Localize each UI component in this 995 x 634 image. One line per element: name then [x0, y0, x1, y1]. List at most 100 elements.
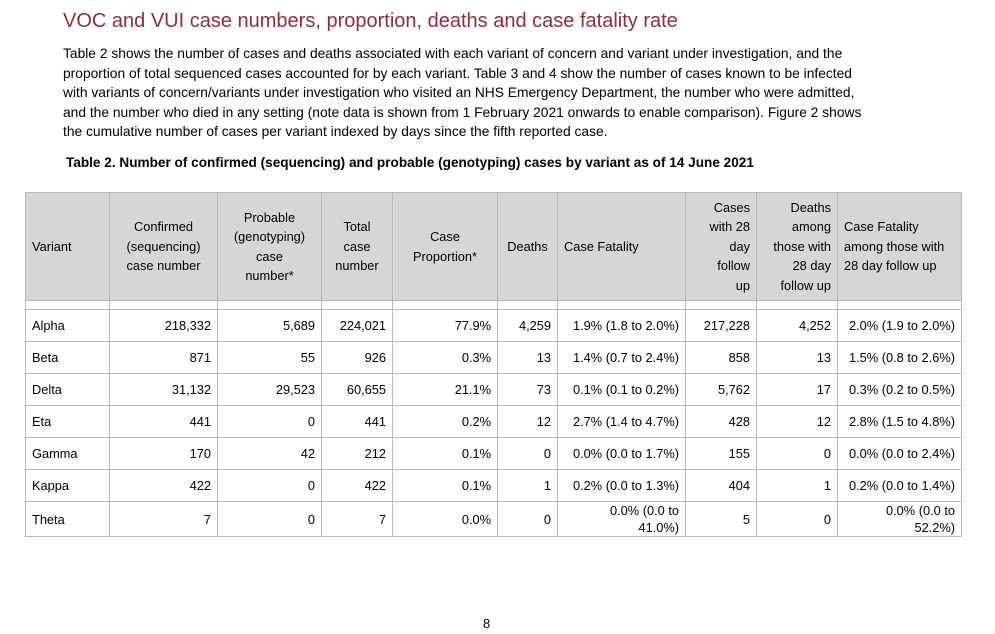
intro-line: Table 2 shows the number of cases and de… — [63, 46, 843, 61]
table-caption: Table 2. Number of confirmed (sequencing… — [66, 155, 754, 170]
table-cell-cfr: 0.0% (0.0 to 41.0%) — [557, 501, 686, 537]
table-cell-deaths: 0 — [497, 437, 558, 470]
variant-name-cell: Alpha — [25, 309, 110, 342]
table-cell-cfr28: 0.0% (0.0 to 2.4%) — [837, 437, 962, 470]
table-cell-deaths28: 4,252 — [756, 309, 838, 342]
table-cell-cfr28: 2.8% (1.5 to 4.8%) — [837, 405, 962, 438]
column-header-deaths-28-day: Deaths among those with 28 day follow up — [756, 192, 838, 301]
table-cell-cfr: 1.4% (0.7 to 2.4%) — [557, 341, 686, 374]
intro-paragraph: Table 2 shows the number of cases and de… — [63, 44, 923, 142]
table-cell-confirmed: 871 — [109, 341, 218, 374]
table-cell-cfr: 0.2% (0.0 to 1.3%) — [557, 469, 686, 502]
table-cell-total: 422 — [321, 469, 393, 502]
table-cell-cfr: 0.0% (0.0 to 1.7%) — [557, 437, 686, 470]
spacer-cell — [557, 300, 686, 310]
table-cell-deaths28: 13 — [756, 341, 838, 374]
column-header-line: follow up — [780, 277, 831, 293]
table-cell-cfr28: 0.0% (0.0 to 52.2%) — [837, 501, 962, 537]
column-header-line: 28 day follow up — [844, 258, 937, 274]
column-header-line: Confirmed — [133, 219, 194, 235]
column-header-line: Probable — [243, 209, 296, 225]
column-header-proportion: Case Proportion* — [392, 192, 498, 301]
variant-name-cell: Theta — [25, 501, 110, 537]
column-header-line: number — [335, 258, 379, 274]
cell-line: 0.0% (0.0 to 1.7%) — [573, 446, 679, 461]
cell-line: 0.1% (0.1 to 0.2%) — [573, 382, 679, 397]
table-cell-confirmed: 441 — [109, 405, 218, 438]
table-cell-probable: 5,689 — [217, 309, 322, 342]
column-header-total: Total case number — [321, 192, 393, 301]
table-cell-deaths: 0 — [497, 501, 558, 537]
table-header: Variant Confirmed (sequencing) case number P… — [25, 192, 962, 301]
table-cell-cases28: 155 — [685, 437, 757, 470]
table-cell-total: 224,021 — [321, 309, 393, 342]
table-cell-proportion: 0.0% — [392, 501, 498, 537]
table-cell-proportion: 21.1% — [392, 373, 498, 406]
table-cell-deaths28: 0 — [756, 501, 838, 537]
header-row: Variant Confirmed (sequencing) case number P… — [25, 192, 962, 301]
column-header-deaths: Deaths — [497, 192, 558, 301]
table-cell-proportion: 0.3% — [392, 341, 498, 374]
table-row: Beta 871 55 926 0.3% 13 1.4% (0.7 to 2.4%) 858 1… — [25, 341, 962, 374]
column-header-line: among those with — [844, 238, 945, 254]
table-row: Kappa 422 0 422 0.1% 1 0.2% (0.0 to 1.3%) 404 1 0… — [25, 469, 962, 502]
table-cell-proportion: 0.2% — [392, 405, 498, 438]
cell-line: 1.9% (1.8 to 2.0%) — [573, 318, 679, 333]
table-cell-confirmed: 31,132 — [109, 373, 218, 406]
intro-line: with variants of concern/variants under … — [63, 85, 855, 100]
cell-line: 2.8% (1.5 to 4.8%) — [849, 414, 955, 429]
table-cell-deaths28: 12 — [756, 405, 838, 438]
table-cell-cfr: 0.1% (0.1 to 0.2%) — [557, 373, 686, 406]
table-cell-total: 926 — [321, 341, 393, 374]
variant-name-cell: Gamma — [25, 437, 110, 470]
table-cell-probable: 55 — [217, 341, 322, 374]
variant-name-cell: Eta — [25, 405, 110, 438]
column-header-line: 28 day — [792, 258, 831, 274]
table-cell-deaths: 12 — [497, 405, 558, 438]
variant-name-cell: Delta — [25, 373, 110, 406]
column-header-case-fatality: Case Fatality — [557, 192, 686, 301]
spacer-cell — [837, 300, 962, 310]
column-header-line: Cases — [713, 199, 750, 215]
column-header-line: (genotyping) — [233, 229, 306, 244]
column-header-line: case number — [126, 258, 201, 274]
table-cell-total: 7 — [321, 501, 393, 537]
table-cell-deaths: 13 — [497, 341, 558, 374]
section-heading: VOC and VUI case numbers, proportion, de… — [63, 10, 678, 32]
table-body: Alpha 218,332 5,689 224,021 77.9% 4,259 1.9% (… — [25, 300, 962, 537]
table-cell-cfr28: 2.0% (1.9 to 2.0%) — [837, 309, 962, 342]
cell-line: 2.0% (1.9 to 2.0%) — [849, 318, 955, 333]
table-cell-cases28: 5,762 — [685, 373, 757, 406]
table-cell-total: 60,655 — [321, 373, 393, 406]
variant-name-cell: Kappa — [25, 469, 110, 502]
table-cell-cases28: 404 — [685, 469, 757, 502]
column-header-line: Deaths — [790, 199, 831, 215]
table-cell-cases28: 858 — [685, 341, 757, 374]
column-header-line: Case Fatality — [564, 238, 639, 254]
table-cell-probable: 0 — [217, 469, 322, 502]
cell-line: 0.0% (0.0 to — [609, 503, 679, 518]
table-cell-cfr28: 1.5% (0.8 to 2.6%) — [837, 341, 962, 374]
table-cell-deaths28: 1 — [756, 469, 838, 502]
table-cell-proportion: 0.1% — [392, 437, 498, 470]
table-cell-deaths: 73 — [497, 373, 558, 406]
spacer-cell — [497, 300, 558, 310]
table-row: Theta 7 0 7 0.0% 0 0.0% (0.0 to 41.0%) 5 0 0.0% (0… — [25, 501, 962, 537]
spacer-cell — [217, 300, 322, 310]
column-header-line: (sequencing) — [126, 238, 201, 254]
column-header-line: follow — [717, 258, 750, 274]
table-cell-deaths: 1 — [497, 469, 558, 502]
column-header-case-fatality-28-day: Case Fatality among those with 28 day foll… — [837, 192, 962, 301]
table-cell-probable: 0 — [217, 501, 322, 537]
column-header-line: day — [729, 238, 750, 254]
table-cell-cfr: 2.7% (1.4 to 4.7%) — [557, 405, 686, 438]
table-row: Alpha 218,332 5,689 224,021 77.9% 4,259 1.9% (… — [25, 309, 962, 342]
cell-line: 0.0% (0.0 to 2.4%) — [849, 446, 955, 461]
column-header-line: up — [735, 277, 750, 293]
table-cell-proportion: 0.1% — [392, 469, 498, 502]
column-header-cases-28-day: Cases with 28 day follow up — [685, 192, 757, 301]
table-row: Eta 441 0 441 0.2% 12 2.7% (1.4 to 4.7%) 428 12 2… — [25, 405, 962, 438]
cell-line: 0.2% (0.0 to 1.4%) — [849, 478, 955, 493]
table-cell-probable: 42 — [217, 437, 322, 470]
cell-line: 2.7% (1.4 to 4.7%) — [573, 414, 679, 429]
